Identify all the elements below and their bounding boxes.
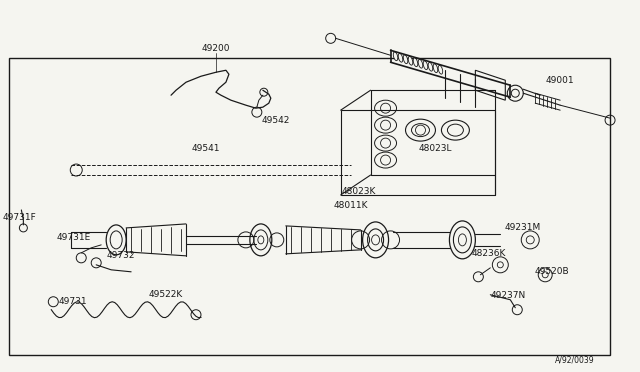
Ellipse shape — [428, 62, 433, 71]
Text: 48236K: 48236K — [471, 249, 506, 258]
Text: 49732: 49732 — [107, 251, 136, 260]
Ellipse shape — [418, 60, 423, 68]
Ellipse shape — [398, 54, 403, 62]
Text: 49231M: 49231M — [504, 224, 540, 232]
Ellipse shape — [408, 57, 413, 65]
Text: 49001: 49001 — [546, 76, 575, 85]
Bar — [10, 58, 610, 355]
Ellipse shape — [438, 65, 443, 74]
Text: 49542: 49542 — [262, 116, 290, 125]
Text: 49731: 49731 — [59, 297, 88, 306]
Text: 49237N: 49237N — [491, 291, 526, 300]
Text: 49522K: 49522K — [149, 290, 183, 299]
Text: 48023K: 48023K — [341, 187, 376, 196]
Ellipse shape — [423, 61, 428, 70]
Text: 49200: 49200 — [202, 44, 230, 53]
Text: 49520B: 49520B — [535, 267, 570, 276]
Ellipse shape — [106, 225, 126, 255]
Ellipse shape — [433, 64, 438, 73]
Text: A/92/0039: A/92/0039 — [556, 355, 595, 364]
Text: 48023L: 48023L — [419, 144, 452, 153]
Text: 49731F: 49731F — [3, 214, 36, 222]
Ellipse shape — [363, 222, 388, 258]
Ellipse shape — [394, 52, 398, 61]
Text: 49541: 49541 — [192, 144, 220, 153]
Text: 48011K: 48011K — [333, 202, 368, 211]
Text: 49731E: 49731E — [56, 233, 90, 243]
Ellipse shape — [403, 55, 408, 64]
Ellipse shape — [250, 224, 272, 256]
Ellipse shape — [449, 221, 476, 259]
Polygon shape — [476, 70, 506, 100]
Ellipse shape — [413, 58, 418, 67]
